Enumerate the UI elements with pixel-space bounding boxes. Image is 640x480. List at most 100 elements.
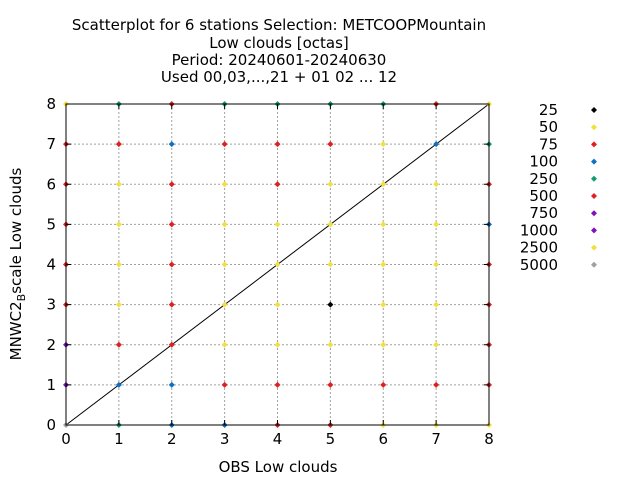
data-point: [380, 301, 387, 308]
x-tick-label: 7: [431, 430, 441, 448]
data-point: [221, 181, 228, 188]
y-axis-label: MNWC2Bscale Low clouds: [7, 167, 28, 360]
data-point: [274, 261, 281, 268]
data-point: [168, 141, 175, 148]
data-point: [115, 221, 122, 228]
title-line-2: Low clouds [octas]: [209, 34, 349, 52]
x-tick-label: 5: [326, 430, 336, 448]
legend-marker: [591, 227, 597, 234]
data-point: [115, 261, 122, 268]
data-point: [327, 141, 334, 148]
legend-marker: [591, 175, 597, 182]
data-point: [274, 181, 281, 188]
legend-label: 2500: [520, 239, 558, 257]
data-point: [168, 381, 175, 388]
data-point: [433, 181, 440, 188]
legend-label: 75: [539, 135, 558, 153]
legend-marker: [591, 124, 597, 131]
legend-marker: [591, 244, 597, 251]
data-point: [221, 341, 228, 348]
data-point: [380, 341, 387, 348]
data-point: [327, 341, 334, 348]
legend-label: 25: [539, 101, 558, 119]
legend-label: 250: [529, 170, 558, 188]
data-point: [274, 381, 281, 388]
x-tick-label: 2: [167, 430, 177, 448]
x-tick-label: 0: [61, 430, 71, 448]
legend-label: 750: [529, 204, 558, 222]
data-point: [115, 181, 122, 188]
y-axis-label-subscript: B: [15, 294, 28, 302]
y-tick-label: 4: [46, 256, 56, 274]
data-point: [221, 301, 228, 308]
y-tick-label: 1: [46, 376, 56, 394]
data-point: [327, 381, 334, 388]
data-point: [433, 221, 440, 228]
y-tick-label: 7: [46, 135, 56, 153]
data-point: [274, 221, 281, 228]
data-point: [327, 221, 334, 228]
y-tick-label: 6: [46, 175, 56, 193]
legend-label: 5000: [520, 256, 558, 274]
x-tick-label: 1: [114, 430, 124, 448]
title-line-1: Scatterplot for 6 stations Selection: ME…: [72, 16, 486, 34]
data-point: [274, 341, 281, 348]
data-point: [168, 221, 175, 228]
legend-marker: [591, 261, 597, 268]
legend-marker: [591, 107, 597, 113]
y-tick-label: 5: [46, 215, 56, 233]
data-point: [433, 341, 440, 348]
data-point: [274, 141, 281, 148]
data-point: [433, 141, 440, 148]
y-axis-label-rest: scale Low clouds: [7, 167, 25, 293]
data-point: [221, 261, 228, 268]
data-point: [380, 261, 387, 268]
data-point: [433, 301, 440, 308]
data-point: [380, 221, 387, 228]
data-point: [274, 301, 281, 308]
data-point: [168, 301, 175, 308]
y-tick-label: 2: [46, 336, 56, 354]
x-tick-label: 3: [220, 430, 230, 448]
data-point: [327, 261, 334, 268]
y-tick-label: 8: [46, 95, 56, 113]
title-line-4: Used 00,03,...,21 + 01 02 ... 12: [161, 68, 397, 86]
x-tick-label: 4: [273, 430, 283, 448]
legend-label: 1000: [520, 221, 558, 239]
data-point: [115, 141, 122, 148]
legend-label: 50: [539, 118, 558, 136]
chart-title: Scatterplot for 6 stations Selection: ME…: [72, 16, 486, 86]
data-point: [115, 341, 122, 348]
x-tick-label: 8: [484, 430, 494, 448]
y-axis-label-main: MNWC2: [7, 301, 25, 360]
legend-marker: [591, 141, 597, 148]
legend-marker: [591, 210, 597, 217]
legend-marker: [591, 158, 597, 165]
data-point: [221, 221, 228, 228]
x-tick-label: 6: [378, 430, 388, 448]
x-axis-label: OBS Low clouds: [219, 458, 338, 476]
data-point: [168, 261, 175, 268]
data-point: [380, 381, 387, 388]
data-point: [433, 261, 440, 268]
title-line-3: Period: 20240601-20240630: [172, 51, 387, 69]
data-point: [115, 381, 122, 388]
data-point: [221, 141, 228, 148]
data-point: [433, 381, 440, 388]
data-point: [221, 381, 228, 388]
y-tick-label: 0: [46, 416, 56, 434]
y-tick-label: 3: [46, 296, 56, 314]
data-point: [380, 141, 387, 148]
data-point: [327, 301, 334, 308]
x-tick-labels: 0 1 2 3 4 5 6 7 8: [61, 104, 494, 448]
data-point: [327, 181, 334, 188]
y-tick-labels: 0 1 2 3 4 5 6 7 8: [46, 95, 489, 434]
data-point: [168, 341, 175, 348]
legend-marker: [591, 193, 597, 199]
legend-label: 500: [529, 187, 558, 205]
data-points: [63, 101, 492, 428]
data-point: [115, 301, 122, 308]
data-point: [380, 181, 387, 188]
